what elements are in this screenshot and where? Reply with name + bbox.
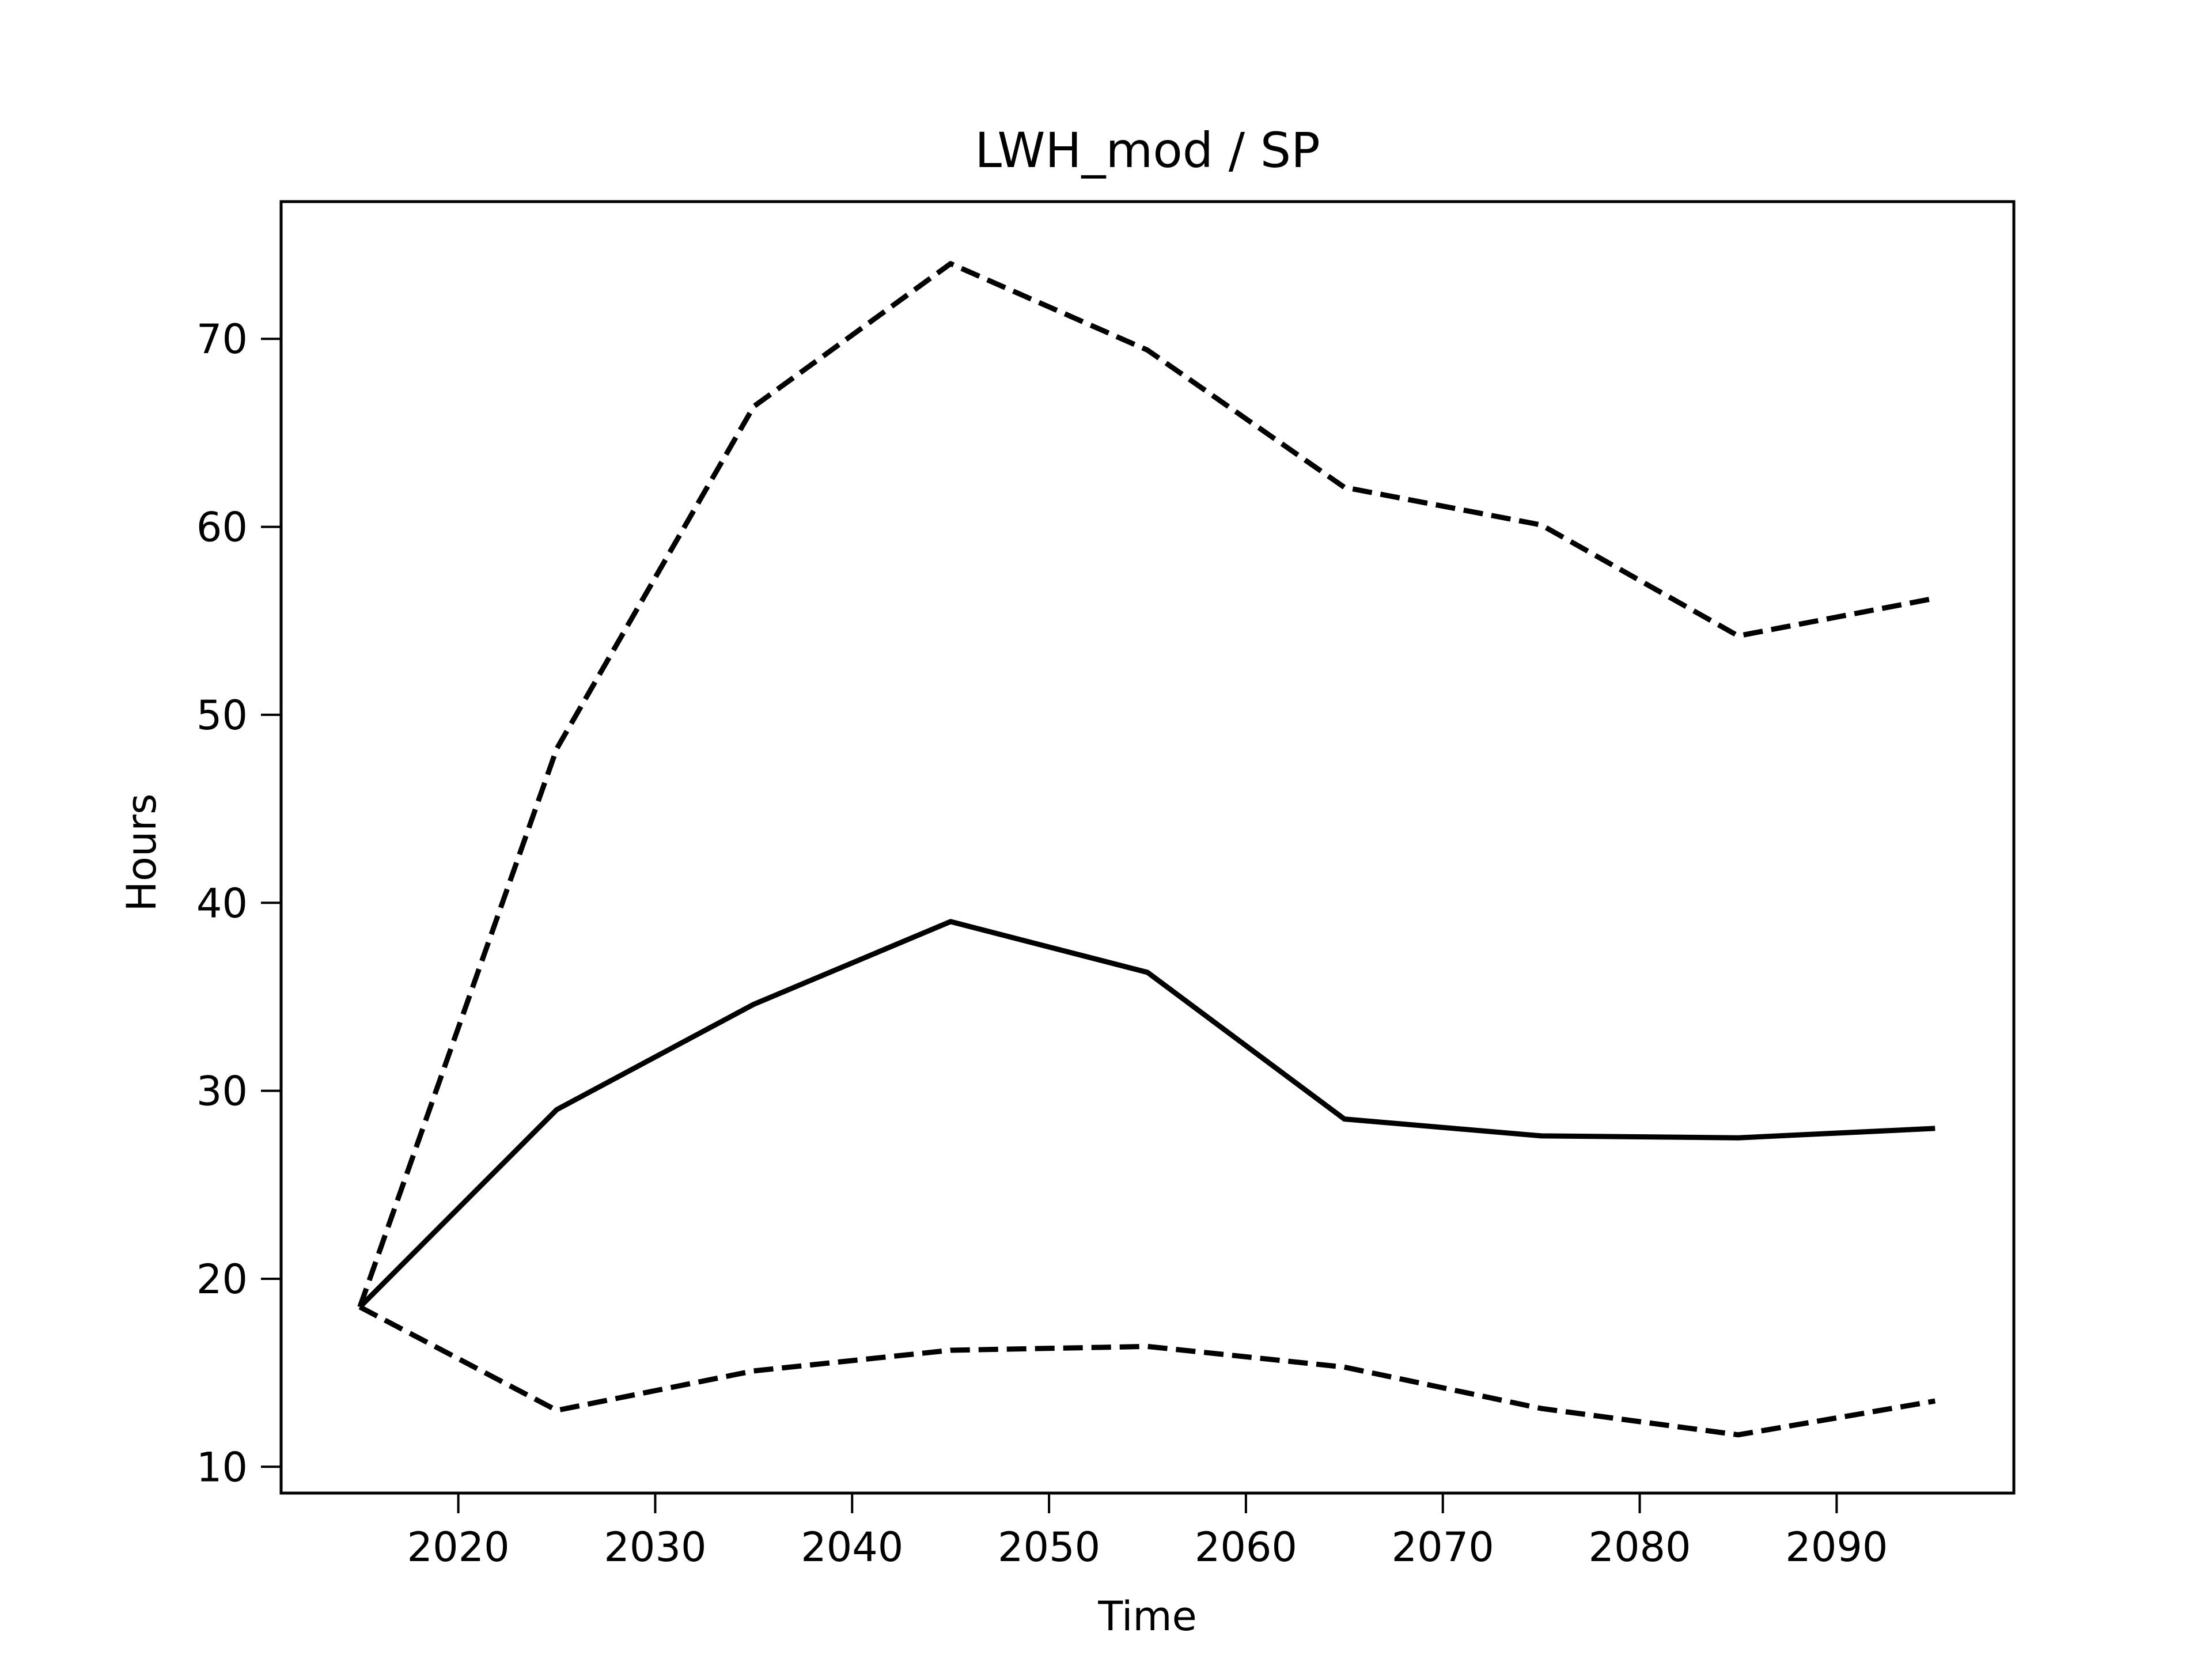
x-tick-label: 2040	[801, 1524, 903, 1571]
y-tick-label: 10	[196, 1444, 248, 1491]
x-tick-label: 2030	[604, 1524, 706, 1571]
x-tick-label: 2080	[1588, 1524, 1691, 1571]
y-tick-label: 70	[196, 316, 248, 363]
plot-frame	[279, 200, 2016, 1495]
y-tick-label: 60	[196, 504, 248, 551]
x-tick-label: 2060	[1195, 1524, 1297, 1571]
y-axis: 10 20 30 40 50 60 70	[196, 316, 281, 1491]
y-tick-label: 50	[196, 692, 248, 739]
x-tick-label: 2020	[407, 1524, 510, 1571]
x-tick-label: 2090	[1785, 1524, 1888, 1571]
y-tick-label: 30	[196, 1068, 248, 1115]
series-layer	[357, 261, 1936, 1438]
y-tick-label: 40	[196, 880, 248, 927]
series-line-2	[357, 261, 1936, 1308]
y-tick-label: 20	[196, 1256, 248, 1303]
series-line-3	[358, 1304, 1936, 1438]
x-axis-label: Time	[1097, 1593, 1196, 1640]
series-line-1	[358, 919, 1936, 1309]
y-axis-label: Hours	[118, 793, 165, 911]
x-tick-label: 2050	[998, 1524, 1100, 1571]
x-axis: 2020 2030 2040 2050 2060 2070 2080 2090	[407, 1493, 1888, 1571]
chart-title: LWH_mod / SP	[975, 122, 1320, 179]
x-tick-label: 2070	[1392, 1524, 1494, 1571]
